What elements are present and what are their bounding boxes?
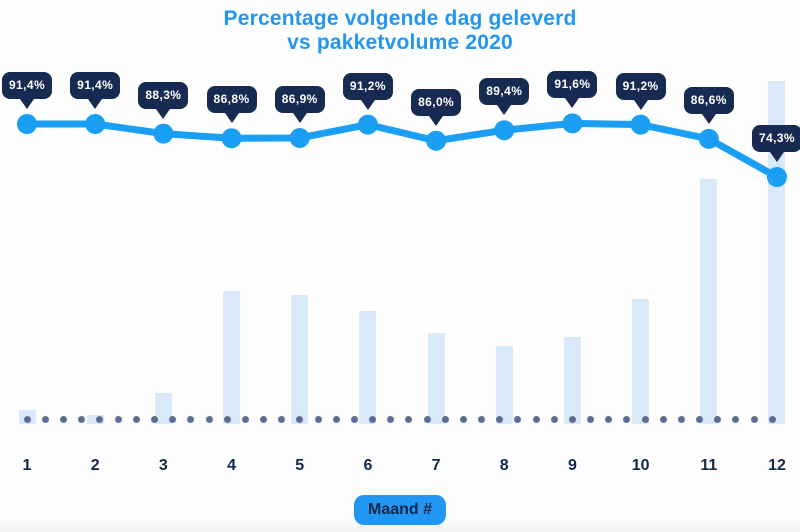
baseline-dot <box>659 416 667 423</box>
baseline-dot <box>387 416 395 423</box>
baseline-dot <box>114 416 122 423</box>
baseline-dot <box>187 416 195 423</box>
baseline-dot <box>23 416 31 423</box>
line-path <box>23 119 781 181</box>
data-label-tooltip: 74,3% <box>751 125 800 152</box>
baseline-dot <box>732 416 740 423</box>
line-point <box>630 114 651 135</box>
baseline-dot <box>768 416 776 423</box>
baseline-dot <box>478 416 486 423</box>
data-label-tooltip: 91,6% <box>547 71 598 99</box>
baseline-dot <box>714 416 722 423</box>
line-point <box>221 128 242 149</box>
data-label-tooltip: 91,2% <box>615 72 666 100</box>
baseline-dot <box>750 416 758 423</box>
chart-title-line2: vs pakketvolume 2020 <box>287 31 513 54</box>
line-point <box>85 114 106 134</box>
baseline-dot <box>605 416 613 423</box>
line-point <box>766 167 787 188</box>
x-tick-label: 5 <box>295 457 305 474</box>
line-point <box>17 114 37 134</box>
x-tick-label: 11 <box>700 457 718 474</box>
volume-bar <box>495 346 513 424</box>
baseline-dot <box>332 416 340 423</box>
line-point <box>153 123 174 144</box>
baseline-dot <box>459 416 467 423</box>
volume-bar <box>563 336 581 424</box>
volume-bar <box>359 311 377 424</box>
volume-bar <box>86 415 104 424</box>
data-label-tooltip: 86,8% <box>206 86 257 114</box>
x-tick-label: 4 <box>227 457 236 474</box>
volume-bar <box>291 295 309 424</box>
baseline-dot <box>423 416 431 423</box>
baseline-dot <box>41 416 49 423</box>
baseline-dot <box>696 416 704 423</box>
data-label-tooltip: 89,4% <box>479 78 530 106</box>
baseline-dot <box>405 416 413 423</box>
data-label-tooltip: 86,0% <box>411 88 462 116</box>
chart-title-line1: Percentage volgende dag geleverd <box>223 7 577 30</box>
volume-bar <box>632 299 650 424</box>
baseline-dot <box>132 416 140 423</box>
baseline-dot <box>587 416 595 423</box>
baseline-dot <box>314 416 322 423</box>
x-tick-label: 3 <box>158 457 168 474</box>
baseline-dot <box>350 416 358 423</box>
data-label-tooltip: 88,3% <box>138 81 189 109</box>
x-tick-label: 7 <box>431 457 441 474</box>
x-tick-label: 8 <box>499 457 509 474</box>
line-point <box>494 120 515 141</box>
baseline-dot <box>441 416 449 423</box>
baseline-dot <box>260 416 267 423</box>
baseline-dot <box>532 416 540 423</box>
line-point <box>426 130 447 151</box>
baseline-dot <box>677 416 685 423</box>
baseline-dot <box>60 416 68 423</box>
baseline-dot <box>496 416 504 423</box>
x-tick-label: 10 <box>631 457 650 474</box>
line-point <box>562 113 583 134</box>
x-axis-label-button[interactable]: Maand # <box>353 495 447 525</box>
line-point <box>357 114 378 135</box>
baseline-dot <box>641 416 649 423</box>
x-tick-label: 1 <box>22 457 32 474</box>
baseline-dot <box>568 416 576 423</box>
baseline-dot <box>169 416 177 423</box>
baseline-dot <box>550 416 558 423</box>
chart-title: Percentage volgende dag geleverd vs pakk… <box>0 7 800 55</box>
baseline-dot <box>96 416 104 423</box>
x-tick-label: 12 <box>768 457 786 474</box>
baseline-dot <box>296 416 304 423</box>
baseline-dot <box>78 416 86 423</box>
baseline-dot <box>623 416 631 423</box>
baseline-dot <box>514 416 522 423</box>
x-tick-label: 2 <box>90 457 100 474</box>
volume-bar <box>768 81 786 424</box>
volume-bar <box>223 290 241 424</box>
baseline-dot <box>150 416 158 423</box>
baseline-dot <box>205 416 213 423</box>
volume-bar <box>700 179 718 424</box>
data-label-tooltip: 91,4% <box>1 72 53 99</box>
data-label-tooltip: 91,4% <box>70 72 121 99</box>
x-tick-label: 9 <box>567 457 577 474</box>
baseline-dot <box>223 416 231 423</box>
baseline-dot <box>241 416 249 423</box>
x-tick-label: 6 <box>363 457 373 474</box>
line-point <box>289 127 310 148</box>
data-label-tooltip: 86,6% <box>683 86 734 114</box>
data-label-tooltip: 91,2% <box>342 72 393 100</box>
line-point <box>698 128 719 149</box>
bottom-edge-fade <box>0 518 800 532</box>
baseline-dot <box>278 416 286 423</box>
volume-bar <box>427 333 445 424</box>
volume-bar <box>154 393 172 424</box>
data-label-tooltip: 86,9% <box>274 85 325 113</box>
baseline-dot <box>369 416 377 423</box>
